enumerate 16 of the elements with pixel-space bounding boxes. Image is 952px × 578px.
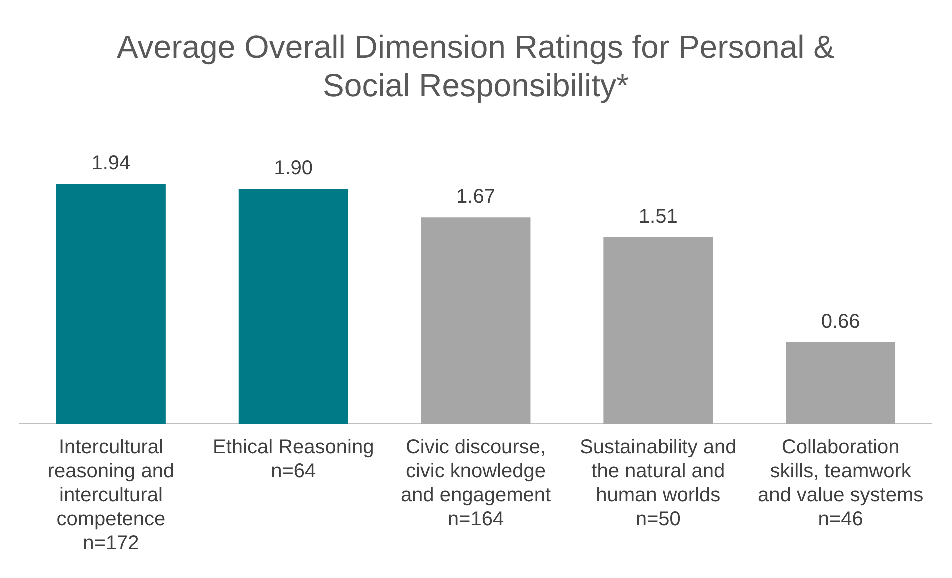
data-label: 1.90 [274,158,314,180]
x-tick-label: Collaboration skills, teamwork and value systems n=46 [758,436,924,531]
bar [56,184,166,424]
bar [238,189,348,424]
data-label: 1.67 [456,186,496,208]
x-tick-label: Ethical Reasoning n=64 [212,436,374,483]
data-label: 1.51 [638,206,678,228]
x-tick-label: Sustainability and the natural and human worlds n=50 [580,436,737,531]
chart-title: Average Overall Dimension Ratings for Personal & Social Responsibility* [117,29,835,104]
data-label: 0.66 [821,310,860,333]
x-tick-label: Civic discourse, civic knowledge and engagement n=164 [400,436,552,531]
x-tick-label: Intercultural reasoning and intercultural competence n=172 [48,436,175,555]
bar [421,218,531,424]
bar [786,342,896,424]
data-label: 1.94 [92,152,131,175]
bar [604,237,714,424]
